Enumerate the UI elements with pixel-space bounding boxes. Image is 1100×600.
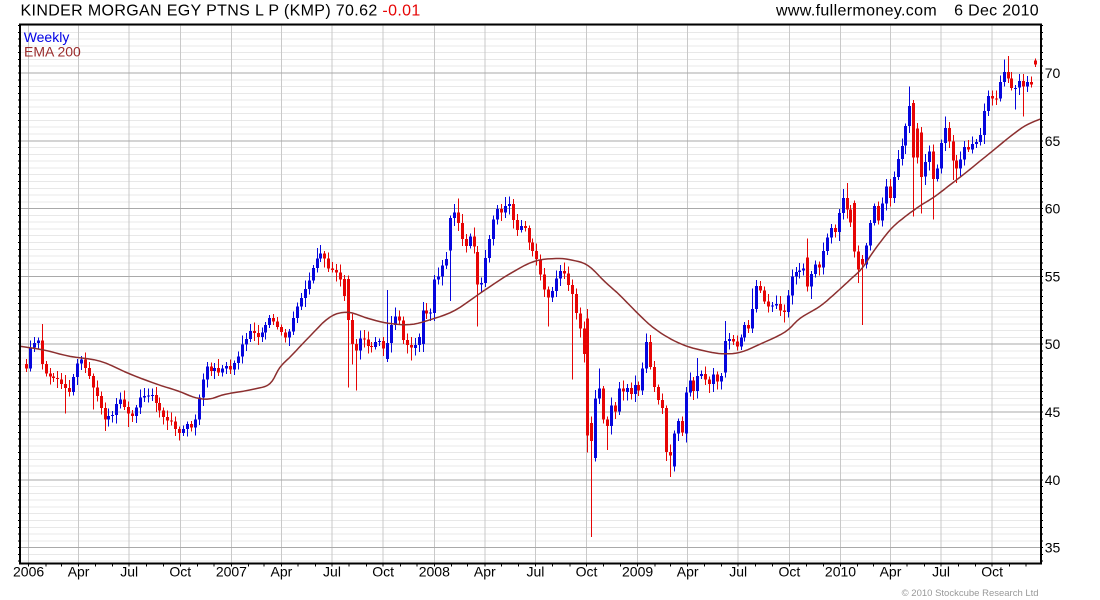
svg-text:Apr: Apr: [271, 564, 293, 580]
svg-text:Apr: Apr: [68, 564, 90, 580]
svg-text:Oct: Oct: [981, 564, 1003, 580]
svg-text:65: 65: [1045, 133, 1061, 149]
svg-text:40: 40: [1045, 472, 1061, 488]
svg-text:Jul: Jul: [729, 564, 747, 580]
svg-text:© 2010 Stockcube Research Ltd: © 2010 Stockcube Research Ltd: [902, 588, 1039, 599]
svg-text:55: 55: [1045, 268, 1061, 284]
svg-text:www.fullermoney.com: www.fullermoney.com: [775, 3, 937, 20]
svg-text:Jul: Jul: [932, 564, 950, 580]
svg-text:60: 60: [1045, 201, 1061, 217]
svg-text:Weekly: Weekly: [24, 29, 70, 45]
svg-text:2009: 2009: [622, 564, 653, 580]
svg-text:Apr: Apr: [677, 564, 699, 580]
svg-text:Jul: Jul: [526, 564, 544, 580]
svg-text:Oct: Oct: [576, 564, 598, 580]
svg-text:Oct: Oct: [779, 564, 801, 580]
svg-text:35: 35: [1045, 540, 1061, 556]
svg-text:70: 70: [1045, 65, 1061, 81]
svg-text:2006: 2006: [13, 564, 44, 580]
svg-text:2007: 2007: [216, 564, 247, 580]
svg-text:Oct: Oct: [169, 564, 191, 580]
svg-text:EMA 200: EMA 200: [24, 44, 81, 60]
svg-text:50: 50: [1045, 336, 1061, 352]
svg-text:Oct: Oct: [372, 564, 394, 580]
svg-text:Jul: Jul: [120, 564, 138, 580]
svg-text:KINDER MORGAN EGY PTNS L P (KM: KINDER MORGAN EGY PTNS L P (KMP) 70.62 -…: [21, 3, 421, 20]
svg-text:Apr: Apr: [880, 564, 902, 580]
svg-text:Apr: Apr: [474, 564, 496, 580]
svg-text:2008: 2008: [419, 564, 450, 580]
svg-text:Jul: Jul: [323, 564, 341, 580]
svg-text:6 Dec 2010: 6 Dec 2010: [954, 3, 1039, 20]
svg-text:45: 45: [1045, 404, 1061, 420]
svg-text:2010: 2010: [825, 564, 856, 580]
